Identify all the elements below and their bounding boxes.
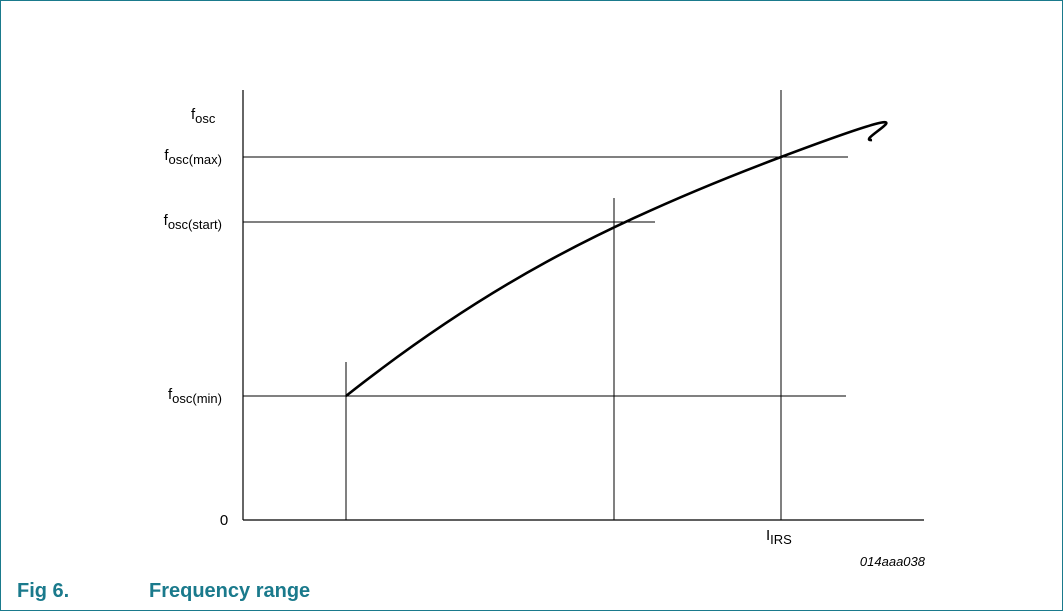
figure-code: 014aaa038 [860, 554, 926, 569]
figure-title: Frequency range [149, 580, 311, 602]
fosc-max-label: fosc(max) [164, 147, 222, 167]
origin-label: 0 [220, 512, 228, 529]
fosc-min-label: fosc(min) [168, 386, 222, 406]
figure-caption: Fig 6. Frequency range [17, 580, 310, 603]
y-axis-label: fosc [191, 106, 216, 126]
fosc-start-label: fosc(start) [164, 212, 222, 232]
frequency-curve [345, 121, 888, 398]
x-axis-label: IIRS [766, 527, 792, 547]
figure-number: Fig 6. [17, 580, 70, 602]
